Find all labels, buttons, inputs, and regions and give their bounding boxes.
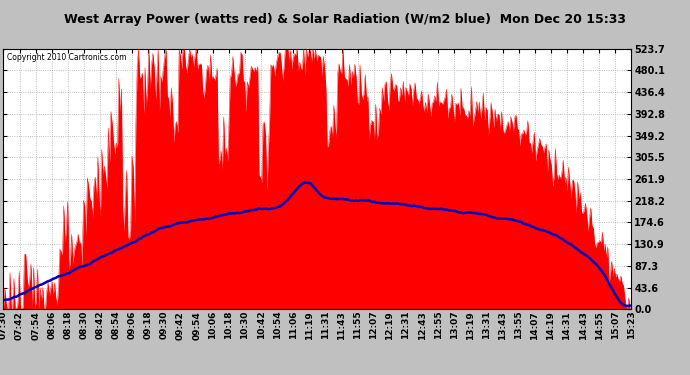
Text: Copyright 2010 Cartronics.com: Copyright 2010 Cartronics.com: [7, 53, 126, 62]
Text: West Array Power (watts red) & Solar Radiation (W/m2 blue)  Mon Dec 20 15:33: West Array Power (watts red) & Solar Rad…: [64, 13, 626, 26]
